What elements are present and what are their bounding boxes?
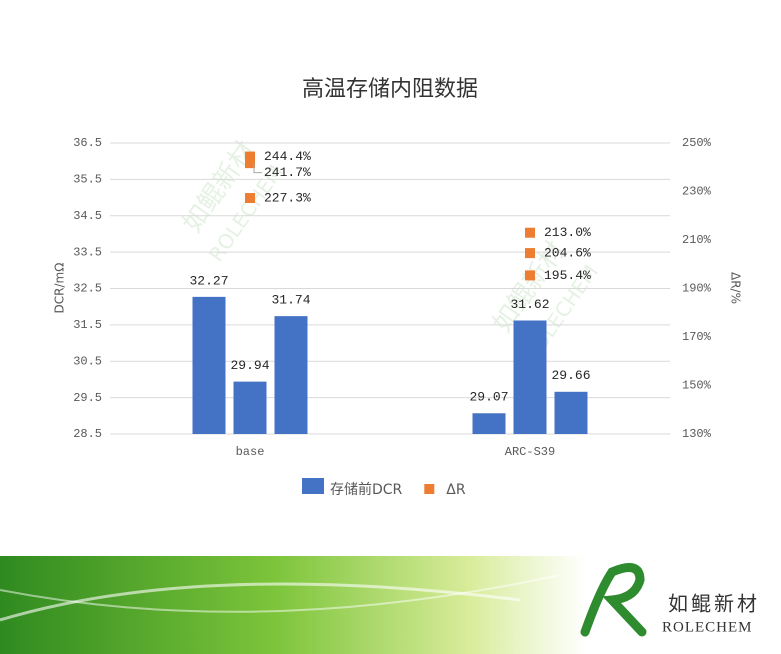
- y2-axis-title: ΔR/%: [729, 272, 743, 304]
- y-tick-label: 35.5: [73, 173, 102, 187]
- y2-tick-label: 170%: [682, 330, 712, 344]
- y2-tick-label: 150%: [682, 379, 712, 393]
- bar: [274, 316, 308, 434]
- y-tick-label: 32.5: [73, 282, 102, 296]
- y2-tick-label: 190%: [682, 282, 712, 296]
- delta-marker: [245, 158, 255, 169]
- logo-cn: 如鲲新材: [668, 592, 760, 616]
- bar: [192, 296, 226, 434]
- banner-curve: [0, 582, 521, 622]
- leader-line: [253, 163, 262, 174]
- legend-swatch: [302, 478, 324, 494]
- y-tick-label: 33.5: [73, 245, 102, 259]
- bar: [233, 381, 267, 434]
- y-tick-label: 30.5: [73, 354, 102, 368]
- chart-title: 高温存储内阻数据: [302, 77, 478, 102]
- data-label: 244.4%: [264, 149, 311, 164]
- x-tick-label: ARC-S39: [505, 445, 555, 459]
- logo-en: ROLECHEM: [662, 619, 753, 635]
- y-tick-label: 28.5: [73, 427, 102, 441]
- y2-tick-label: 130%: [682, 427, 712, 441]
- data-label: 31.74: [271, 293, 310, 308]
- y-tick-label: 29.5: [73, 391, 102, 405]
- delta-marker: [525, 227, 535, 238]
- data-label: 32.27: [189, 273, 228, 288]
- delta-marker: [245, 193, 255, 204]
- banner: [0, 556, 781, 654]
- y2-tick-label: 250%: [682, 136, 712, 150]
- data-label: 31.62: [510, 297, 549, 312]
- data-label: 29.94: [230, 358, 269, 373]
- x-tick-label: base: [236, 445, 265, 459]
- legend-label: 存储前DCR: [330, 481, 403, 498]
- delta-marker: [245, 151, 255, 162]
- bar: [472, 413, 506, 434]
- y-tick-label: 36.5: [73, 136, 102, 150]
- logo-mark: [580, 563, 647, 637]
- banner-curve: [0, 574, 561, 613]
- y-axis-title: DCR/mΩ: [53, 263, 67, 314]
- y2-tick-label: 230%: [682, 185, 712, 199]
- data-label: 29.07: [469, 390, 508, 405]
- y-tick-label: 31.5: [73, 318, 102, 332]
- legend-swatch: [424, 484, 435, 494]
- bar: [554, 391, 588, 434]
- delta-marker: [525, 248, 535, 259]
- data-label: 213.0%: [544, 225, 591, 240]
- data-label: 204.6%: [544, 246, 591, 261]
- legend-label: ΔR: [446, 482, 466, 498]
- data-label: 241.7%: [264, 165, 311, 180]
- y2-tick-label: 210%: [682, 233, 712, 247]
- y-tick-label: 34.5: [73, 209, 102, 223]
- data-label: 195.4%: [544, 268, 591, 283]
- bar: [513, 320, 547, 434]
- data-label: 29.66: [551, 368, 590, 383]
- data-label: 227.3%: [264, 190, 311, 205]
- delta-marker: [525, 270, 535, 281]
